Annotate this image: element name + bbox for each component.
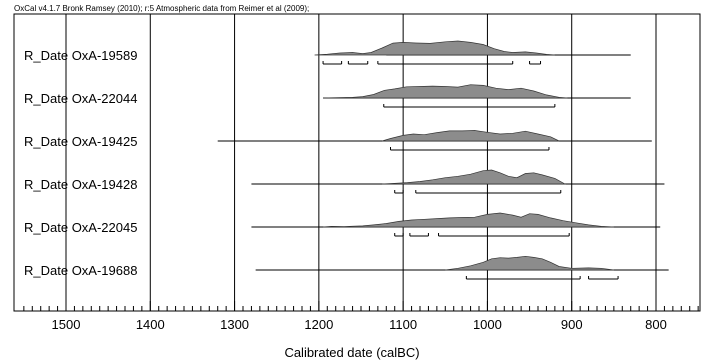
distribution — [445, 255, 614, 271]
range-bracket — [377, 61, 514, 65]
range-bracket — [529, 61, 542, 65]
series-r-date-oxa-19428: R_Date OxA-19428 — [24, 169, 665, 194]
series-r-date-oxa-22044: R_Date OxA-22044 — [24, 84, 631, 108]
tick-label-1500: 1500 — [52, 317, 81, 332]
grid-lines — [65, 14, 657, 311]
range-bracket — [588, 276, 619, 280]
distribution — [382, 130, 560, 142]
range-bracket — [390, 147, 550, 151]
tick-label-1000: 1000 — [473, 317, 502, 332]
range-bracket — [409, 233, 429, 237]
chart-header: OxCal v4.1.7 Bronk Ramsey (2010); r:5 At… — [14, 4, 309, 13]
series-r-date-oxa-19589: R_Date OxA-19589 — [24, 40, 631, 65]
range-bracket — [415, 190, 562, 194]
series-label: R_Date OxA-19428 — [24, 177, 137, 192]
tick-label-900: 900 — [561, 317, 583, 332]
tick-label-1100: 1100 — [389, 317, 417, 332]
plot-frame — [13, 13, 701, 312]
series-label: R_Date OxA-19589 — [24, 48, 137, 63]
series-group: R_Date OxA-19589 R_Date OxA-22044 R_Date O… — [24, 40, 669, 280]
series-r-date-oxa-19688: R_Date OxA-19688 — [24, 255, 669, 280]
range-bracket — [394, 190, 404, 194]
series-label: R_Date OxA-19425 — [24, 134, 137, 149]
range-bracket — [322, 61, 343, 65]
distribution — [323, 212, 614, 228]
x-axis-label: Calibrated date (calBC) — [284, 345, 419, 360]
tick-label-1200: 1200 — [304, 317, 333, 332]
tick-label-1300: 1300 — [220, 317, 249, 332]
series-r-date-oxa-22045: R_Date OxA-22045 — [24, 212, 661, 237]
series-label: R_Date OxA-19688 — [24, 263, 137, 278]
distribution — [382, 169, 567, 185]
tick-label-800: 800 — [645, 317, 667, 332]
series-r-date-oxa-19425: R_Date OxA-19425 — [24, 130, 652, 151]
distribution — [314, 40, 555, 56]
tick-label-1400: 1400 — [136, 317, 165, 332]
range-bracket — [383, 104, 556, 108]
range-bracket — [438, 233, 570, 237]
series-label: R_Date OxA-22044 — [24, 91, 137, 106]
range-bracket — [394, 233, 404, 237]
range-bracket — [347, 61, 369, 65]
series-label: R_Date OxA-22045 — [24, 220, 137, 235]
x-axis-ticks: 1500 1400 1300 1200 1100 1000 900 800 — [23, 301, 699, 332]
distribution — [323, 84, 568, 99]
range-bracket — [465, 276, 581, 280]
